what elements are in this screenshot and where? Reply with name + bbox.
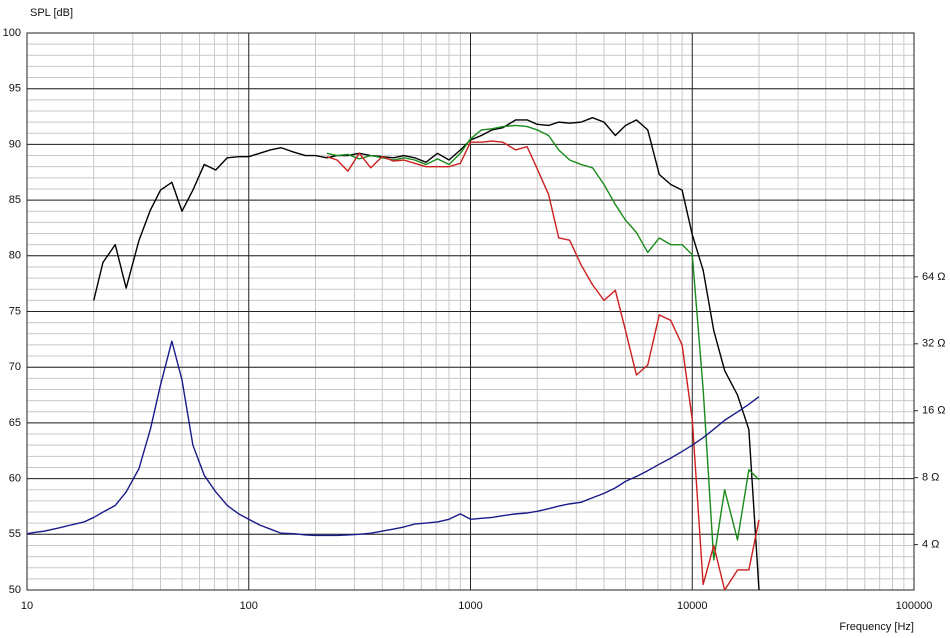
y-tick-label: 55 [9,528,21,540]
x-tick-label: 100000 [896,600,933,612]
y-tick-label: 80 [9,250,21,262]
data-line [326,124,760,561]
y2-tick-label: 16 Ω [922,405,946,417]
x-tick-label: 100 [240,600,258,612]
y2-tick-label: 64 Ω [922,271,946,283]
y2-tick-label: 32 Ω [922,338,946,350]
y-tick-label: 70 [9,361,21,373]
y-tick-label: 95 [9,83,21,95]
y-tick-label: 100 [3,27,21,39]
y-tick-label: 50 [9,584,21,596]
data-line [26,340,760,537]
y-tick-label: 60 [9,473,21,485]
y2-tick-label: 4 Ω [922,539,939,551]
x-tick-label: 10 [21,600,33,612]
data-line [326,140,760,591]
y-tick-label: 90 [9,138,21,150]
x-tick-label: 10000 [677,600,708,612]
y-tick-label: 65 [9,417,21,429]
y-axis-label: SPL [dB] [30,7,73,19]
y-tick-label: 85 [9,194,21,206]
data-line [93,116,760,591]
x-tick-label: 1000 [458,600,482,612]
x-axis-label: Frequency [Hz] [839,621,914,633]
y-tick-label: 75 [9,305,21,317]
y2-tick-label: 8 Ω [922,472,939,484]
